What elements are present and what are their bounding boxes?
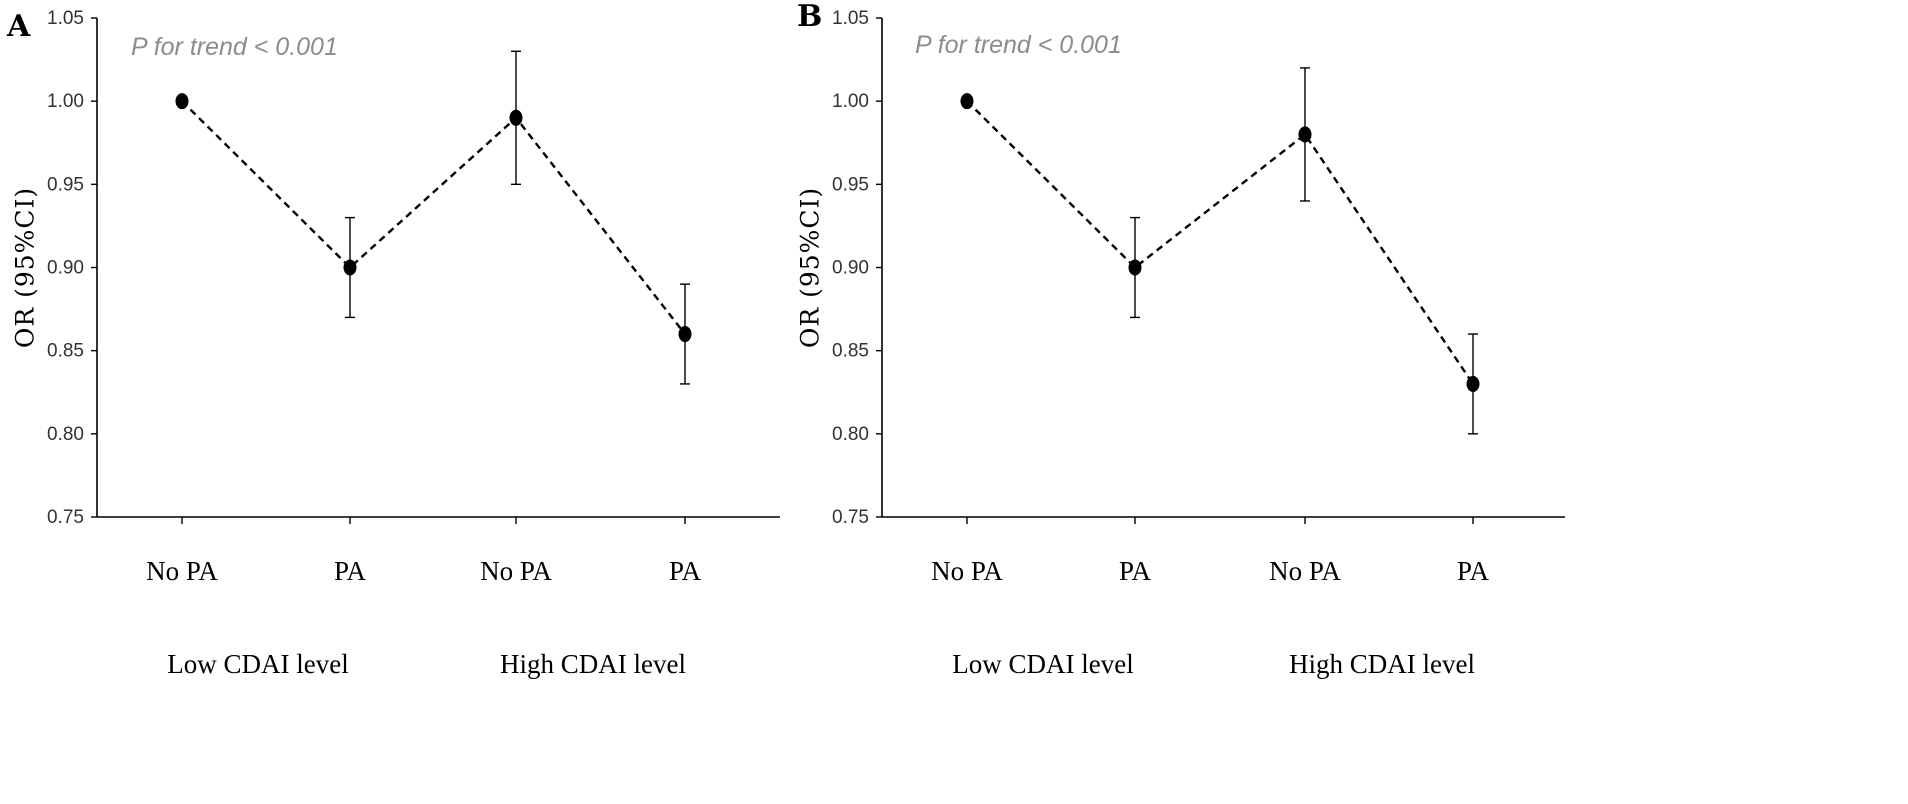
x-group-label: High CDAI level bbox=[1289, 649, 1475, 679]
x-group-label: High CDAI level bbox=[500, 649, 686, 679]
x-category-label: PA bbox=[669, 556, 702, 586]
y-tick-label: 0.75 bbox=[47, 507, 84, 528]
y-tick-label: 0.90 bbox=[832, 258, 869, 279]
p-trend-annotation: P for trend < 0.001 bbox=[131, 33, 338, 61]
x-category-label: No PA bbox=[480, 556, 552, 586]
x-group-label: Low CDAI level bbox=[952, 649, 1133, 679]
y-axis-label: OR (95%CI) bbox=[796, 187, 825, 348]
x-category-label: No PA bbox=[1269, 556, 1341, 586]
x-category-label: PA bbox=[1457, 556, 1490, 586]
y-tick-label: 1.05 bbox=[832, 8, 869, 29]
data-point bbox=[343, 259, 357, 276]
panel-b: B OR (95%CI) 0.75 0.80 0.85 0.90 0.95 1.00 1.05 N… bbox=[796, 0, 1565, 679]
y-tick-label: 0.80 bbox=[832, 424, 869, 445]
series-line bbox=[181, 100, 686, 335]
x-category-label: No PA bbox=[146, 556, 218, 586]
data-point bbox=[509, 109, 523, 126]
series-line bbox=[966, 100, 1474, 385]
x-category-label: No PA bbox=[931, 556, 1003, 586]
y-tick-label: 0.95 bbox=[47, 174, 84, 195]
x-category-label: PA bbox=[334, 556, 367, 586]
data-point bbox=[678, 326, 692, 343]
x-group-label: Low CDAI level bbox=[167, 649, 348, 679]
panel-a: A OR (95%CI) 0.75 0.80 0.85 0.90 0.95 1.00 1.05 N… bbox=[6, 8, 780, 679]
p-trend-annotation: P for trend < 0.001 bbox=[915, 31, 1122, 59]
data-point bbox=[960, 93, 974, 110]
y-tick-label: 0.75 bbox=[832, 507, 869, 528]
data-point bbox=[175, 93, 189, 110]
data-point bbox=[1128, 259, 1142, 276]
data-point bbox=[1298, 126, 1312, 143]
y-tick-label: 1.00 bbox=[832, 91, 869, 112]
y-axis-label: OR (95%CI) bbox=[11, 187, 40, 348]
panel-letter: A bbox=[6, 9, 31, 44]
y-tick-label: 0.95 bbox=[832, 174, 869, 195]
y-tick-label: 0.85 bbox=[832, 341, 869, 362]
x-category-label: PA bbox=[1119, 556, 1152, 586]
y-tick-label: 1.05 bbox=[47, 8, 84, 29]
y-tick-label: 0.80 bbox=[47, 424, 84, 445]
data-point bbox=[1466, 375, 1480, 392]
y-tick-label: 1.00 bbox=[47, 91, 84, 112]
y-tick-label: 0.90 bbox=[47, 258, 84, 279]
y-tick-label: 0.85 bbox=[47, 341, 84, 362]
panel-letter: B bbox=[797, 0, 822, 34]
